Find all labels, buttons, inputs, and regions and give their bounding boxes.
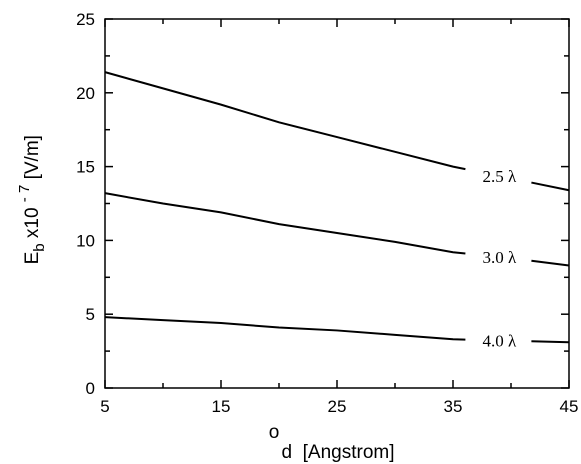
- y-tick-label: 5: [86, 305, 95, 324]
- series-line-2-end: [531, 259, 570, 267]
- series-label-3: 4.0 λ: [483, 331, 518, 350]
- series-line-1-end: [531, 181, 570, 192]
- y-axis-label-subscript: b: [31, 243, 48, 251]
- y-axis-label-units: [V/m]: [22, 135, 43, 179]
- x-tick-label: 5: [100, 397, 109, 416]
- svg-text:Eb x10 - 7 [V/m]: Eb x10 - 7 [V/m]: [13, 109, 48, 302]
- y-axis-label-exponent: - 7: [16, 185, 33, 203]
- x-axis-accent: o: [269, 422, 280, 443]
- series-label-1: 2.5 λ: [483, 167, 518, 186]
- series-label-2: 3.0 λ: [483, 248, 518, 267]
- x-tick-label: 45: [560, 397, 579, 416]
- y-tick-label: 0: [86, 379, 95, 398]
- y-axis-label: Eb x10 - 7 [V/m]: [13, 109, 48, 302]
- y-axis-label-multiplier: x10: [22, 207, 43, 238]
- y-tick-label: 15: [76, 158, 95, 177]
- series-labels: 2.5 λ 3.0 λ 4.0 λ: [483, 167, 518, 350]
- series-line-3-end: [531, 340, 570, 344]
- x-tick-label: 25: [328, 397, 347, 416]
- x-tick-labels: 5 15 25 35 45: [100, 397, 578, 416]
- x-tick-label: 35: [444, 397, 463, 416]
- x-tick-label: 15: [212, 397, 231, 416]
- y-axis-label-main: E: [22, 252, 43, 265]
- series-lines: [104, 71, 570, 344]
- y-tick-label: 25: [76, 10, 95, 29]
- y-tick-labels: 0 5 10 15 20 25: [76, 10, 95, 398]
- y-tick-label: 20: [76, 84, 95, 103]
- series-line-3: [104, 316, 466, 341]
- x-axis-label: d [Angstrom]: [282, 442, 395, 463]
- y-tick-label: 10: [76, 231, 95, 250]
- series-line-1: [104, 71, 466, 171]
- series-line-2: [104, 192, 466, 255]
- axis-ticks: [104, 18, 570, 389]
